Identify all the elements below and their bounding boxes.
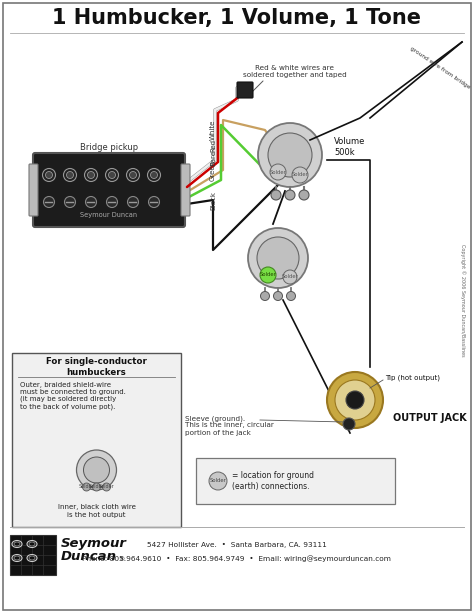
Ellipse shape	[27, 541, 37, 547]
FancyBboxPatch shape	[12, 353, 181, 527]
Ellipse shape	[29, 556, 35, 560]
Ellipse shape	[14, 556, 20, 560]
Circle shape	[46, 172, 53, 178]
Circle shape	[102, 483, 110, 491]
Text: OUTPUT JACK: OUTPUT JACK	[393, 413, 467, 423]
FancyBboxPatch shape	[29, 164, 38, 216]
Circle shape	[299, 190, 309, 200]
Circle shape	[43, 169, 55, 181]
FancyBboxPatch shape	[33, 153, 185, 227]
Circle shape	[64, 169, 76, 181]
Circle shape	[148, 197, 159, 207]
Circle shape	[85, 197, 97, 207]
Text: Seymour: Seymour	[61, 537, 127, 550]
Circle shape	[286, 292, 295, 300]
Circle shape	[209, 472, 227, 490]
Text: White: White	[210, 120, 216, 140]
Circle shape	[151, 172, 157, 178]
Text: Solder: Solder	[292, 172, 309, 178]
Text: Red: Red	[210, 139, 216, 151]
Circle shape	[106, 169, 118, 181]
Text: Inner, black cloth wire
is the hot output: Inner, black cloth wire is the hot outpu…	[57, 504, 136, 517]
Text: Tip (hot output): Tip (hot output)	[385, 375, 440, 381]
Text: Solder: Solder	[89, 484, 104, 490]
FancyBboxPatch shape	[196, 458, 395, 504]
Text: 5427 Hollister Ave.  •  Santa Barbara, CA. 93111: 5427 Hollister Ave. • Santa Barbara, CA.…	[147, 542, 327, 548]
Text: Duncan: Duncan	[61, 550, 117, 563]
Text: Black: Black	[210, 191, 216, 210]
Ellipse shape	[29, 542, 35, 546]
Circle shape	[335, 380, 375, 420]
Circle shape	[268, 133, 312, 177]
Circle shape	[88, 172, 94, 178]
Text: For single-conductor
humbuckers: For single-conductor humbuckers	[46, 357, 147, 377]
Circle shape	[44, 197, 55, 207]
Text: Copyright © 2006 Seymour Duncan/Basslines: Copyright © 2006 Seymour Duncan/Bassline…	[460, 244, 466, 356]
Text: Solder: Solder	[282, 275, 299, 280]
Circle shape	[283, 270, 297, 284]
Circle shape	[285, 190, 295, 200]
Text: = location for ground
(earth) connections.: = location for ground (earth) connection…	[232, 471, 314, 490]
Text: Solder: Solder	[79, 484, 94, 490]
Text: Solder: Solder	[99, 484, 114, 490]
Text: Solder: Solder	[210, 479, 227, 484]
FancyBboxPatch shape	[181, 164, 190, 216]
Circle shape	[107, 197, 118, 207]
Circle shape	[66, 172, 73, 178]
Text: Solder: Solder	[260, 273, 276, 278]
Circle shape	[260, 267, 276, 283]
Text: Phone: 805.964.9610  •  Fax: 805.964.9749  •  Email: wiring@seymourduncan.com: Phone: 805.964.9610 • Fax: 805.964.9749 …	[82, 555, 392, 562]
Text: ®: ®	[118, 557, 124, 562]
Text: Seymour Duncan: Seymour Duncan	[81, 212, 137, 218]
Text: Bare: Bare	[210, 150, 216, 166]
Circle shape	[343, 418, 355, 430]
Circle shape	[257, 237, 299, 279]
Circle shape	[129, 172, 137, 178]
Circle shape	[127, 169, 139, 181]
Circle shape	[258, 123, 322, 187]
Text: Outer, braided shield-wire
must be connected to ground.
(it may be soldered dire: Outer, braided shield-wire must be conne…	[20, 382, 126, 410]
Text: Green: Green	[210, 159, 216, 181]
Text: 1 Humbucker, 1 Volume, 1 Tone: 1 Humbucker, 1 Volume, 1 Tone	[53, 8, 421, 28]
Circle shape	[292, 167, 308, 183]
Circle shape	[261, 292, 270, 300]
Text: Bridge pickup: Bridge pickup	[80, 142, 138, 151]
Circle shape	[271, 190, 281, 200]
Circle shape	[147, 169, 161, 181]
Circle shape	[64, 197, 75, 207]
Circle shape	[270, 164, 286, 180]
Text: Sleeve (ground).
This is the inner, circular
portion of the jack: Sleeve (ground). This is the inner, circ…	[185, 415, 274, 435]
FancyBboxPatch shape	[3, 3, 471, 610]
Circle shape	[84, 169, 98, 181]
Circle shape	[327, 372, 383, 428]
Bar	[10, 535, 56, 575]
Text: Red & white wires are
soldered together and taped: Red & white wires are soldered together …	[243, 66, 347, 78]
Ellipse shape	[12, 541, 22, 547]
Circle shape	[128, 197, 138, 207]
Text: Volume
500k: Volume 500k	[334, 137, 365, 157]
FancyBboxPatch shape	[237, 82, 253, 98]
Ellipse shape	[12, 555, 22, 562]
Text: ground wire from bridge: ground wire from bridge	[409, 46, 471, 90]
Circle shape	[82, 483, 91, 491]
Circle shape	[346, 391, 364, 409]
Circle shape	[83, 457, 109, 483]
Circle shape	[76, 450, 117, 490]
Ellipse shape	[27, 555, 37, 562]
Text: Solder: Solder	[270, 170, 286, 175]
Circle shape	[248, 228, 308, 288]
Circle shape	[92, 483, 100, 491]
Circle shape	[109, 172, 116, 178]
Ellipse shape	[14, 542, 20, 546]
Circle shape	[273, 292, 283, 300]
